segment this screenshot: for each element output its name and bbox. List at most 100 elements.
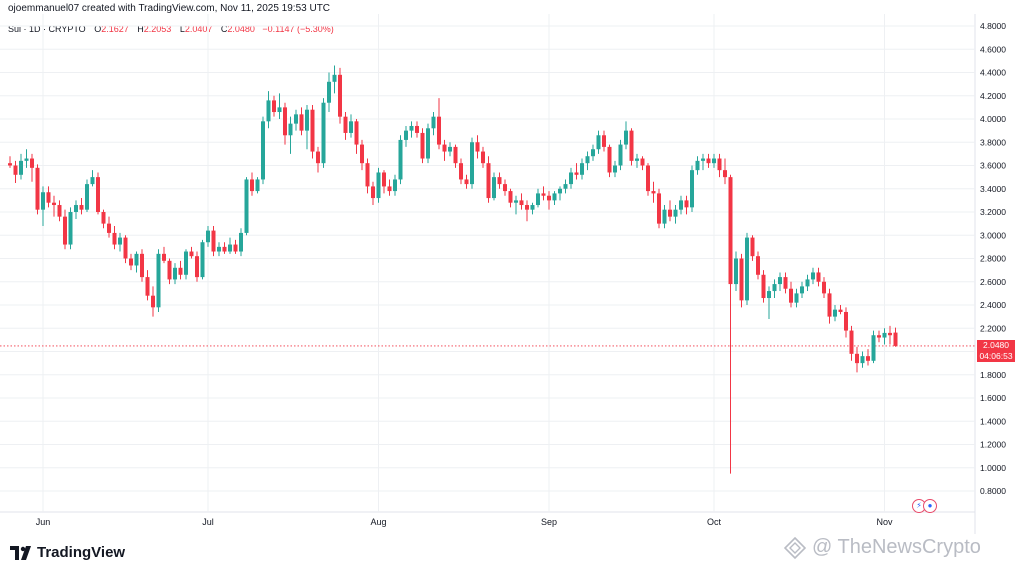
candle-body — [305, 109, 309, 131]
x-tick-label: Sep — [541, 517, 557, 527]
candle-body — [299, 114, 304, 131]
candle-body — [574, 172, 579, 175]
candle-body — [877, 335, 881, 338]
x-tick-label: Jul — [202, 517, 214, 527]
candle-body — [525, 205, 529, 210]
candle-body — [90, 177, 95, 185]
y-tick-label: 1.8000 — [980, 370, 1006, 380]
symbol-label[interactable]: Sui · 1D · CRYPTO — [8, 24, 86, 34]
candle-body — [888, 332, 892, 336]
y-tick-label: 2.8000 — [980, 254, 1006, 264]
candle-body — [211, 230, 216, 252]
candle-body — [470, 142, 474, 185]
current-price-tag: 2.0480 — [977, 339, 1015, 351]
y-tick-label: 1.2000 — [980, 440, 1006, 450]
candle-body — [464, 179, 469, 185]
candle-body — [288, 123, 293, 136]
y-tick-label: 2.4000 — [980, 300, 1006, 310]
candle-body — [552, 193, 557, 201]
candle-body — [24, 158, 29, 161]
candle-body — [684, 200, 689, 208]
candle-body — [860, 356, 865, 364]
candle-body — [239, 232, 243, 252]
cookie-icons[interactable]: ⚡ ● — [912, 499, 937, 513]
candle-body — [294, 114, 298, 124]
candle-body — [657, 193, 661, 224]
candle-body — [398, 139, 403, 180]
candle-body — [376, 172, 381, 199]
candle-body — [618, 144, 623, 166]
candle-body — [222, 246, 227, 252]
candle-body — [481, 151, 485, 164]
x-tick-label: Aug — [370, 517, 386, 527]
candle-body — [844, 311, 848, 331]
candle-body — [360, 144, 364, 164]
candle-body — [866, 356, 870, 361]
candle-body — [750, 237, 755, 257]
candle-body — [277, 107, 282, 113]
candle-body — [338, 74, 342, 117]
low-value: 2.0407 — [184, 24, 213, 34]
candle-body — [409, 125, 414, 131]
candle-body — [431, 116, 436, 129]
candle-body — [420, 132, 425, 159]
candle-body — [800, 286, 804, 294]
candle-body — [206, 230, 210, 243]
candle-body — [195, 256, 199, 278]
y-tick-label: 0.8000 — [980, 486, 1006, 496]
y-tick-label: 4.2000 — [980, 91, 1006, 101]
candle-body — [134, 253, 139, 266]
candle-body — [624, 130, 628, 145]
candlestick-chart[interactable]: 4.8000 4.6000 4.4000 4.2000 4.0000 3.8000 3.60… — [0, 14, 1024, 534]
creator-line: ojoemmanuel07 created with TradingView.c… — [8, 3, 331, 14]
candle-body — [101, 212, 106, 224]
candle-body — [156, 253, 161, 308]
candle-body — [767, 291, 771, 299]
candle-body — [596, 135, 601, 150]
candle-body — [217, 246, 221, 252]
y-tick-label: 2.2000 — [980, 323, 1006, 333]
candle-body — [200, 242, 205, 278]
candle-body — [30, 158, 34, 168]
tradingview-brand[interactable]: TradingView — [10, 544, 125, 561]
y-tick-label: 1.0000 — [980, 463, 1006, 473]
candle-body — [184, 251, 188, 275]
candle-body — [673, 209, 678, 217]
candle-body — [453, 146, 458, 164]
candle-body — [514, 200, 518, 203]
high-value: 2.2053 — [143, 24, 172, 34]
candle-body — [816, 272, 821, 282]
flag-icon[interactable]: ● — [923, 499, 937, 513]
candle-body — [112, 232, 117, 245]
candle-body — [316, 151, 320, 164]
candle-body — [162, 253, 166, 261]
candle-body — [569, 172, 573, 185]
candle-body — [63, 216, 67, 245]
candle-body — [387, 186, 392, 192]
candle-body — [602, 135, 606, 147]
candle-body — [261, 121, 265, 180]
open-label: O — [94, 24, 102, 34]
watermark-text: @ TheNewsCrypto — [812, 536, 981, 558]
candle-body — [266, 100, 271, 122]
x-tick-label: Nov — [876, 517, 893, 527]
candle-body — [728, 177, 733, 285]
candle-body — [255, 179, 260, 192]
symbol-legend: Sui · 1D · CRYPTO O2.1627 H2.2053 L2.040… — [8, 24, 334, 34]
candle-body — [717, 158, 722, 171]
candle-body — [591, 149, 595, 157]
axis-layer: 4.8000 4.6000 4.4000 4.2000 4.0000 3.8000 3.60… — [36, 21, 1007, 527]
y-tick-label: 3.6000 — [980, 161, 1006, 171]
y-tick-label: 2.6000 — [980, 277, 1006, 287]
candle-body — [79, 205, 84, 210]
candle-body — [349, 121, 353, 133]
candle-body — [145, 277, 150, 296]
candle-body — [838, 309, 843, 312]
candle-layer — [8, 65, 898, 474]
candle-body — [118, 237, 122, 245]
candle-body — [382, 172, 386, 187]
candle-body — [233, 244, 238, 252]
candle-body — [668, 209, 672, 217]
candle-body — [492, 177, 496, 199]
y-tick-label: 3.0000 — [980, 230, 1006, 240]
